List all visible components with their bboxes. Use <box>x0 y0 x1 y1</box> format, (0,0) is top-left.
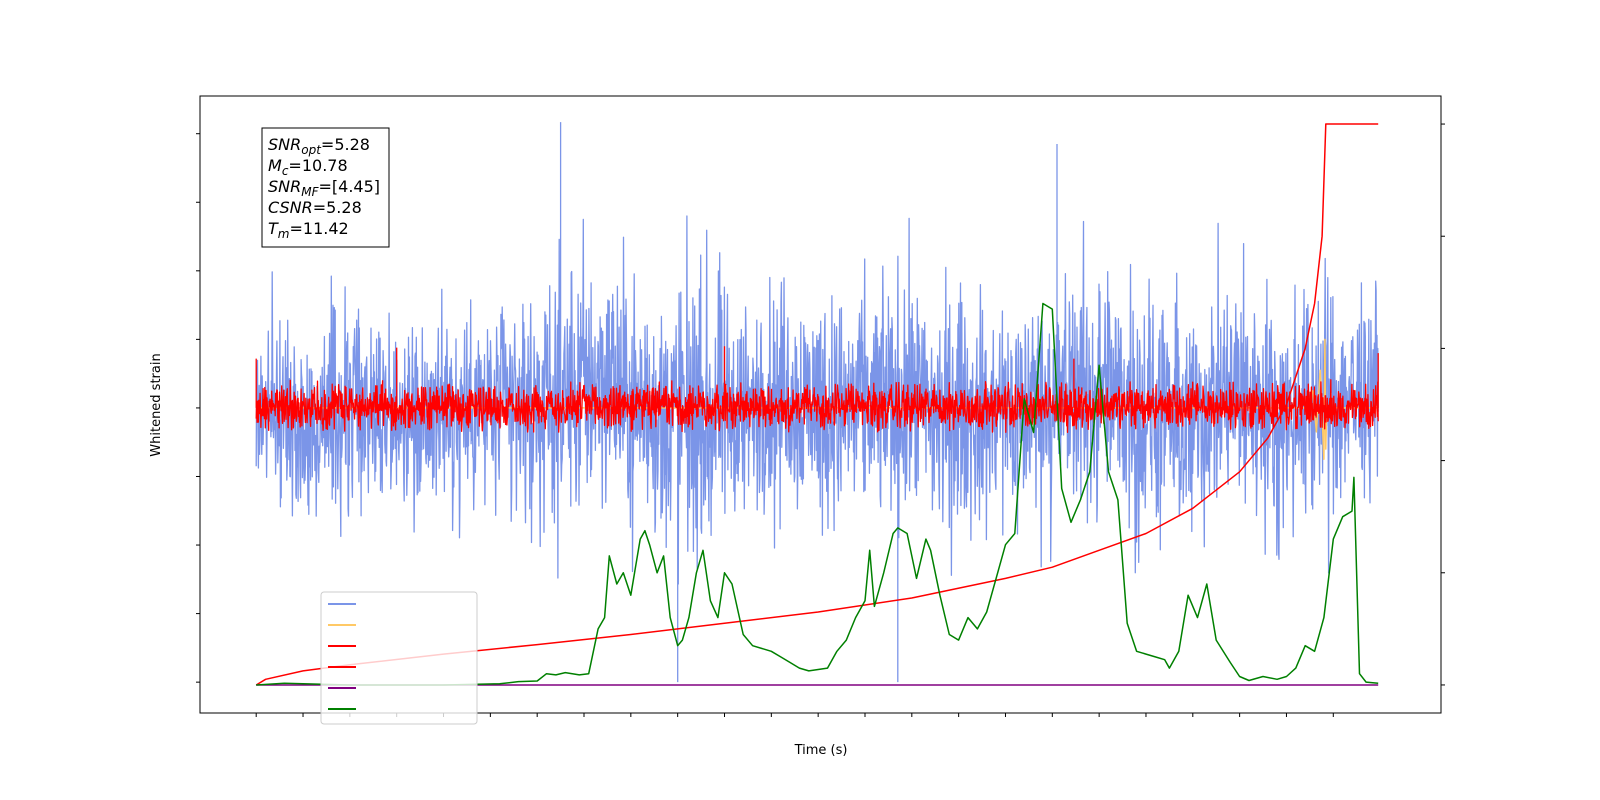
annotation-line: Mc=10.78 <box>268 156 348 178</box>
annotation-line: SNRopt=5.28 <box>268 135 370 157</box>
plot-area <box>255 122 1379 686</box>
annotation-box: SNRopt=5.28Mc=10.78SNRMF=[4.45]CSNR=5.28… <box>261 127 390 248</box>
annotation-variable: SNR <box>268 135 301 154</box>
mf-line <box>255 346 1379 433</box>
annotation-value: =10.78 <box>288 156 347 175</box>
annotation-subscript: MF <box>301 185 319 199</box>
signal-noise-line-group <box>255 122 1379 683</box>
annotation-line: SNRMF=[4.45] <box>268 177 380 199</box>
annotation-value: =11.42 <box>289 219 348 238</box>
annotation-variable: T <box>268 219 279 238</box>
annotation-variable: CSNR <box>268 198 313 217</box>
mf-line-group <box>255 346 1379 433</box>
x-axis-label: Time (s) <box>794 743 848 758</box>
annotation-line: Tm=11.42 <box>268 219 349 241</box>
annotation-subscript: opt <box>301 143 322 157</box>
annotation-subscript: m <box>278 227 290 241</box>
annotation-value: =[4.45] <box>319 177 381 196</box>
annotation-variable: SNR <box>268 177 301 196</box>
y-axis-label: Whitened strain <box>149 353 164 456</box>
annotation-line: CSNR=5.28 <box>268 198 362 217</box>
annotation-variable: M <box>268 156 282 175</box>
annotation-frame <box>261 127 390 248</box>
plot-frame <box>199 95 1442 714</box>
signal-noise-line <box>255 122 1379 683</box>
annotation-value: =5.28 <box>313 198 362 217</box>
legend[interactable] <box>320 591 478 725</box>
annotation-subscript: c <box>282 164 289 178</box>
legend-frame <box>320 591 478 725</box>
signal-statistics-line <box>256 302 1379 686</box>
annotation-value: =5.28 <box>321 135 370 154</box>
signal-statistics-line-group <box>256 302 1379 686</box>
